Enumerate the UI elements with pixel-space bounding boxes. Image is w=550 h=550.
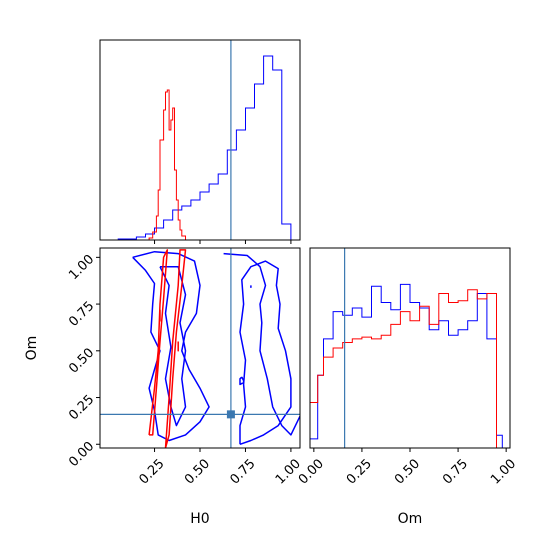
contour-blue bbox=[239, 260, 292, 446]
hist-om-xlabel: Om bbox=[398, 511, 423, 527]
contour-lines bbox=[132, 249, 300, 448]
contour-blue bbox=[132, 250, 210, 442]
hist-om-xtick-label: 0.00 bbox=[296, 456, 327, 487]
hist-om-xtick-label: 1.00 bbox=[488, 456, 519, 487]
hist-om-xtick-label: 0.50 bbox=[392, 456, 423, 487]
contour-xtick-label: 1.00 bbox=[273, 456, 304, 487]
hist-om-xtick-label: 0.75 bbox=[440, 456, 471, 487]
panel-contour-h0-om: 0.25 0.50 0.75 1.000.000.250.500.751.00 H0 … bbox=[24, 247, 304, 527]
hist-om-plot-area bbox=[309, 248, 510, 449]
hist-om-series-red bbox=[309, 289, 510, 449]
contour-plot-area bbox=[100, 248, 300, 448]
contour-xlabel: H0 bbox=[190, 511, 209, 527]
contour-xtick-label: 0.50 bbox=[182, 456, 213, 487]
contour-ytick-label: 0.50 bbox=[66, 346, 97, 377]
hist-h0-series-blue bbox=[100, 55, 292, 241]
hist-om-ticks: 0.00 0.25 0.50 0.75 1.00 bbox=[296, 448, 519, 488]
contour-ticks: 0.25 0.50 0.75 1.00 0.00 0.25 0.50 0.75 1.00 bbox=[66, 252, 304, 487]
hist-h0-series-red bbox=[136, 89, 191, 241]
hist-om-xtick-label: 0.25 bbox=[344, 456, 375, 487]
hist-h0-plot-area bbox=[100, 40, 292, 241]
contour-red bbox=[148, 249, 169, 436]
hist-h0-ticks bbox=[154, 240, 292, 244]
contour-ytick-label: 0.00 bbox=[66, 439, 97, 470]
contour-red bbox=[164, 249, 187, 448]
contour-ytick-label: 1.00 bbox=[66, 252, 97, 283]
contour-blue bbox=[223, 252, 300, 436]
hist-om-series-blue bbox=[309, 283, 510, 449]
panel-hist-h0 bbox=[99, 39, 301, 244]
contour-ylabel: Om bbox=[24, 336, 40, 361]
contour-xtick-label: 0.25 bbox=[137, 456, 168, 487]
contour-truth-marker bbox=[226, 410, 235, 419]
contour-blue bbox=[239, 376, 245, 386]
panel-hist-om: 0.00 0.25 0.50 0.75 1.00 Om bbox=[296, 247, 519, 527]
contour-blue bbox=[159, 265, 187, 427]
contour-xtick-label: 0.75 bbox=[227, 456, 258, 487]
contour-ytick-label: 0.25 bbox=[66, 392, 97, 423]
contour-ytick-label: 0.75 bbox=[66, 299, 97, 330]
hist-h0-frame bbox=[99, 39, 301, 241]
contour-frame bbox=[99, 247, 301, 449]
